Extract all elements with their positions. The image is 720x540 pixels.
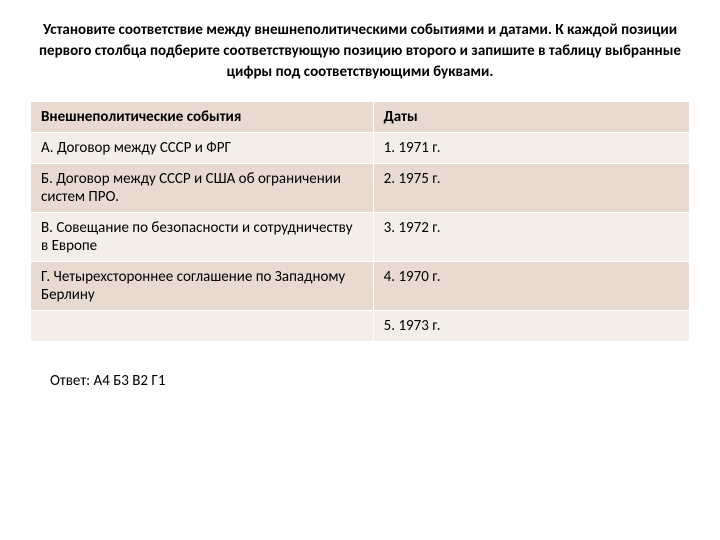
task-title: Установите соответствие между внешнеполи… bbox=[30, 20, 690, 83]
answer-text: Ответ: А4 Б3 В2 Г1 bbox=[50, 372, 690, 390]
event-cell: Г. Четырехстороннее соглашение по Западн… bbox=[31, 262, 374, 311]
date-cell: 1. 1971 г. bbox=[373, 133, 689, 164]
matching-table: Внешнеполитические события Даты А. Догов… bbox=[30, 101, 690, 342]
event-cell bbox=[31, 311, 374, 342]
event-cell: Б. Договор между СССР и США об ограничен… bbox=[31, 164, 374, 213]
date-cell: 3. 1972 г. bbox=[373, 213, 689, 262]
table-row: 5. 1973 г. bbox=[31, 311, 690, 342]
event-cell: В. Совещание по безопасности и сотруднич… bbox=[31, 213, 374, 262]
table-row: В. Совещание по безопасности и сотруднич… bbox=[31, 213, 690, 262]
table-row: А. Договор между СССР и ФРГ 1. 1971 г. bbox=[31, 133, 690, 164]
event-cell: А. Договор между СССР и ФРГ bbox=[31, 133, 374, 164]
date-cell: 5. 1973 г. bbox=[373, 311, 689, 342]
table-row: Б. Договор между СССР и США об ограничен… bbox=[31, 164, 690, 213]
table-header-events: Внешнеполитические события bbox=[31, 102, 374, 133]
table-header-row: Внешнеполитические события Даты bbox=[31, 102, 690, 133]
date-cell: 4. 1970 г. bbox=[373, 262, 689, 311]
table-row: Г. Четырехстороннее соглашение по Западн… bbox=[31, 262, 690, 311]
date-cell: 2. 1975 г. bbox=[373, 164, 689, 213]
table-header-dates: Даты bbox=[373, 102, 689, 133]
